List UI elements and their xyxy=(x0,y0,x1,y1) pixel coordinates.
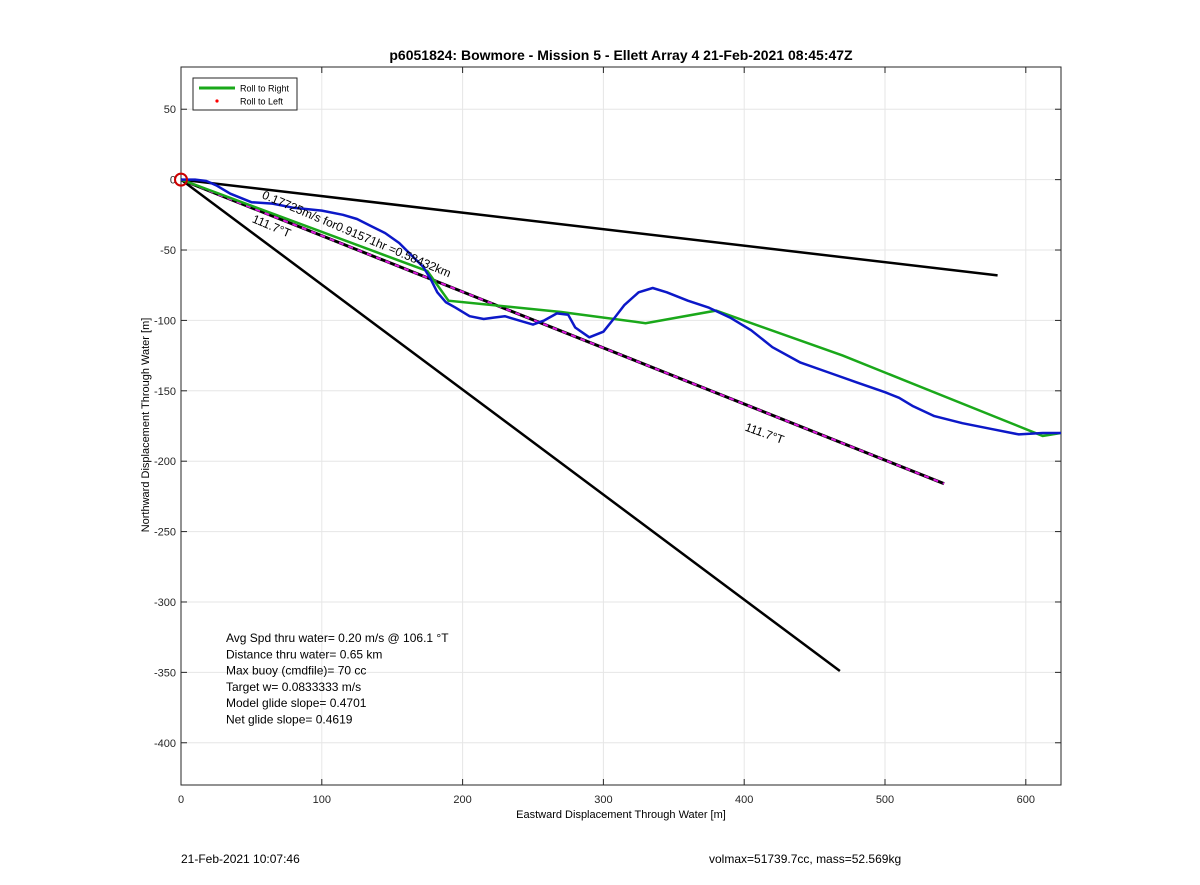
x-tick-label: 400 xyxy=(735,794,753,806)
legend-label: Roll to Left xyxy=(240,97,284,107)
y-tick-label: -50 xyxy=(160,245,176,257)
stats-line: Target w= 0.0833333 m/s xyxy=(226,680,361,694)
footer-mass-info: volmax=51739.7cc, mass=52.569kg xyxy=(709,852,902,866)
y-tick-label: 50 xyxy=(164,104,176,116)
y-tick-label: 0 xyxy=(170,175,176,187)
chart-title: p6051824: Bowmore - Mission 5 - Ellett A… xyxy=(389,47,853,63)
stats-line: Distance thru water= 0.65 km xyxy=(226,647,382,661)
series-layer xyxy=(181,178,1061,673)
start-marker xyxy=(174,172,188,187)
series-heading-line-2 xyxy=(181,178,841,673)
legend: Roll to Right Roll to Left xyxy=(192,77,298,111)
stats-line: Net glide slope= 0.4619 xyxy=(226,713,353,727)
series-heading-line xyxy=(181,178,998,277)
y-axis-label: Northward Displacement Through Water [m] xyxy=(140,318,152,533)
series-roll-to-right xyxy=(181,178,1061,438)
axes-box xyxy=(180,66,1062,786)
y-tick-label: -100 xyxy=(154,315,176,327)
x-tick-label: 0 xyxy=(178,794,184,806)
stats-line: Avg Spd thru water= 0.20 m/s @ 106.1 °T xyxy=(226,631,449,645)
stats-line: Model glide slope= 0.4701 xyxy=(226,696,367,710)
x-tick-label: 500 xyxy=(876,794,894,806)
line-annotation: 111.7°T xyxy=(743,420,786,447)
y-tick-label: -350 xyxy=(154,667,176,679)
x-tick-label: 100 xyxy=(313,794,331,806)
y-tick-label: -400 xyxy=(154,738,176,750)
series-avg-current xyxy=(181,178,945,485)
legend-label: Roll to Right xyxy=(240,84,290,94)
x-tick-label: 200 xyxy=(453,794,471,806)
x-tick-label: 300 xyxy=(594,794,612,806)
y-tick-label: -150 xyxy=(154,386,176,398)
x-tick-label: 600 xyxy=(1017,794,1035,806)
y-tick-label: -200 xyxy=(154,456,176,468)
axis-ticks: 0 100 200 300 400 500 600500-50-100-150-200-25… xyxy=(154,67,1061,806)
footer-timestamp: 21-Feb-2021 10:07:46 xyxy=(181,852,300,866)
legend-swatch-dot xyxy=(215,99,219,103)
annotations: 0.17725m/s for0.91571hr =0.58432km111.7°… xyxy=(250,188,786,447)
stats-line: Max buoy (cmdfile)= 70 cc xyxy=(226,664,366,678)
stats-block: Avg Spd thru water= 0.20 m/s @ 106.1 °T D… xyxy=(226,631,449,727)
series-track xyxy=(181,178,1061,436)
grid-lines xyxy=(180,67,1061,785)
y-tick-label: -250 xyxy=(154,527,176,539)
y-tick-label: -300 xyxy=(154,597,176,609)
legend-box xyxy=(192,77,298,111)
x-axis-label: Eastward Displacement Through Water [m] xyxy=(516,809,726,821)
